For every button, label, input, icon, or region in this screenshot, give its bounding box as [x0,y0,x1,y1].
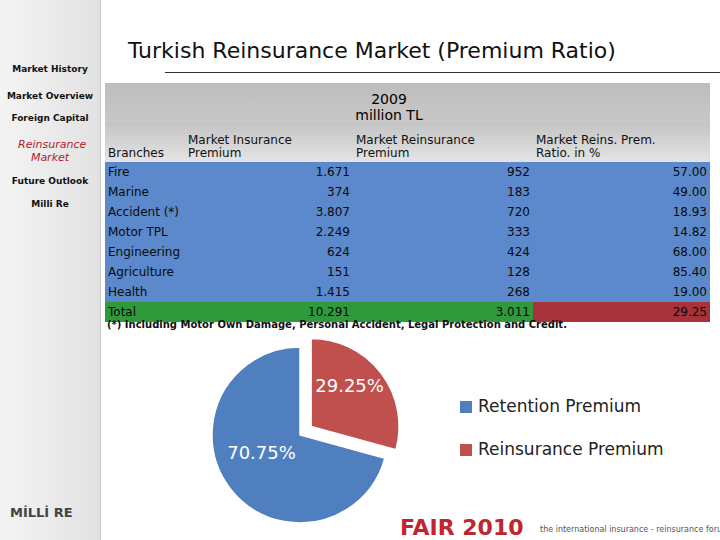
html-text:million TL: million TL [355,107,423,123]
html-text:Future Outlook: Future Outlook [11,176,89,186]
html-text:14.82: 14.82 [672,225,707,239]
svg-text:Retention Premium: Retention Premium [478,396,641,416]
html-text:Fire: Fire [108,165,130,179]
svg-text:70.75%: 70.75% [227,442,296,463]
html-text:3.011: 3.011 [495,305,530,319]
html-text:333: 333 [507,225,530,239]
html-text:68.00: 68.00 [672,245,707,259]
html-text:128: 128 [507,265,530,279]
html-text:Foreign Capital: Foreign Capital [11,113,89,123]
html-text:FAIR 2010: FAIR 2010 [400,515,524,540]
html-text:18.93: 18.93 [672,205,707,219]
html-text:1.671: 1.671 [315,165,350,179]
html-text:Agriculture: Agriculture [108,265,174,279]
html-text:Market History: Market History [12,64,88,74]
svg-text:29.25%: 29.25% [315,375,384,396]
svg-text:Reinsurance Premium: Reinsurance Premium [478,439,664,459]
html-text:MİLLİ RE: MİLLİ RE [10,505,73,520]
html-text:Turkish Reinsurance Market (Pr: Turkish Reinsurance Market (Premium Rati… [128,38,616,63]
html-text:2.249: 2.249 [315,225,350,239]
html-text:49.00: 49.00 [672,185,707,199]
html-text:1.415: 1.415 [315,285,350,299]
html-text:Reinsurance Market: Reinsurance Market [18,138,87,164]
html-text:(*) Including Motor Own Damage: (*) Including Motor Own Damage, Personal… [107,319,567,330]
html-text:424: 424 [507,245,530,259]
html-text:Milli Re: Milli Re [31,199,69,209]
html-text:Market Insurance Premium: Market Insurance Premium [188,133,292,160]
html-text:Market Reinsurance Premium: Market Reinsurance Premium [356,133,475,160]
html-text:952: 952 [507,165,530,179]
html-text:374: 374 [327,185,350,199]
html-text:3.807: 3.807 [315,205,350,219]
html-text:Health: Health [108,285,148,299]
html-text:Motor TPL: Motor TPL [108,225,168,239]
html-text:85.40: 85.40 [672,265,707,279]
html-text:10.291: 10.291 [308,305,350,319]
html-text:624: 624 [327,245,350,259]
html-text:29.25: 29.25 [672,305,707,319]
html-text:Total: Total [108,305,136,319]
html-text:Engineering: Engineering [108,245,180,259]
html-text:Market Overview: Market Overview [6,91,94,101]
html-text:57.00: 57.00 [672,165,707,179]
html-text:Branches: Branches [108,146,164,160]
html-text:Market Reins. Prem. Ratio. in: Market Reins. Prem. Ratio. in % [536,133,656,160]
html-text:19.00: 19.00 [672,285,707,299]
html-text:720: 720 [507,205,530,219]
html-text:2009: 2009 [371,91,407,107]
html-text:151: 151 [327,265,350,279]
html-text:268: 268 [507,285,530,299]
html-text:183: 183 [507,185,530,199]
html-text:Marine: Marine [108,185,149,199]
html-text:Accident (*): Accident (*) [108,205,179,219]
